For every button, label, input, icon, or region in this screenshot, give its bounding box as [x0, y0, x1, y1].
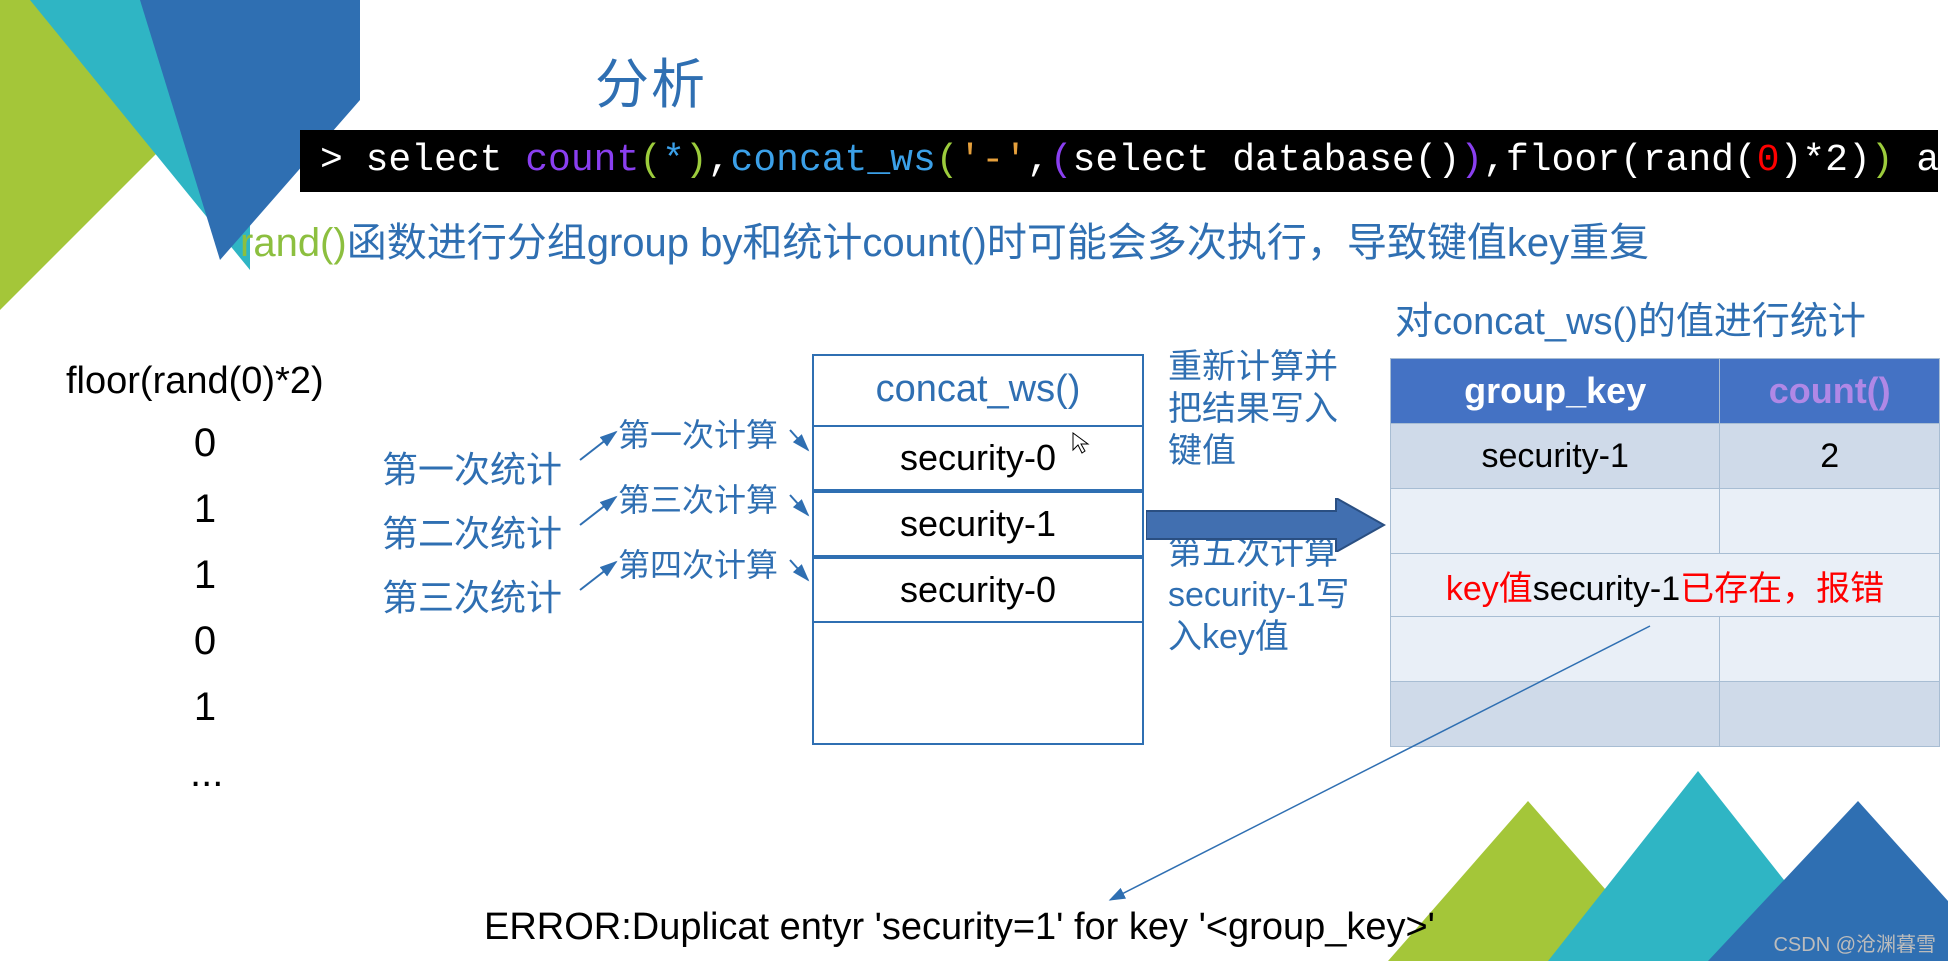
watermark: CSDN @沧渊暮雪	[1773, 928, 1936, 957]
result-cell-empty	[1720, 489, 1940, 554]
sql-count: count	[525, 139, 639, 182]
calc-label-3: 第三次计算	[618, 475, 778, 521]
concat-ws-header: concat_ws()	[814, 356, 1142, 425]
result-table: group_key count() security-1 2 key值secur…	[1390, 358, 1940, 747]
floor-val: 0	[190, 608, 220, 674]
slide-title: 分析	[595, 40, 707, 119]
explanation-line: rand()函数进行分组group by和统计count()时可能会多次执行，导…	[240, 210, 1649, 268]
concat-blank	[814, 621, 1142, 743]
error-text: ERROR:Duplicat entyr 'security=1' for ke…	[484, 906, 1435, 949]
explain-rest: 函数进行分组group by和统计count()时可能会多次执行，导致键值key…	[347, 221, 1649, 265]
result-col-count: count()	[1720, 359, 1940, 424]
floor-val: 1	[190, 674, 220, 740]
result-cell-empty	[1391, 489, 1720, 554]
note-rewrite: 重新计算并把结果写入键值	[1168, 346, 1338, 472]
stat-label: 第一次统计	[382, 438, 562, 502]
stat-label: 第三次统计	[382, 566, 562, 630]
result-cell: 2	[1720, 424, 1940, 489]
result-cell-empty	[1391, 617, 1720, 682]
result-col-groupkey: group_key	[1391, 359, 1720, 424]
explain-rand: rand()	[240, 221, 347, 265]
floor-values-list: 0 1 1 0 1 ...	[190, 410, 220, 806]
result-cell: security-1	[1391, 424, 1720, 489]
stat-label: 第二次统计	[382, 502, 562, 566]
slide: 分析 > select count(*),concat_ws('-',(sele…	[0, 0, 1948, 961]
result-cell-empty	[1391, 682, 1720, 747]
result-cell-empty	[1720, 682, 1940, 747]
result-cell-empty	[1720, 617, 1940, 682]
stats-list: 第一次统计 第二次统计 第三次统计	[382, 438, 562, 630]
groupby-title: 对concat_ws()的值进行统计	[1395, 290, 1866, 345]
concat-row: security-0	[814, 425, 1142, 489]
sql-select: select	[366, 139, 526, 182]
floor-val: 0	[190, 410, 220, 476]
calc-label-4: 第四次计算	[618, 540, 778, 586]
sql-prompt: >	[320, 139, 366, 182]
floor-val: 1	[190, 476, 220, 542]
sql-code-bar: > select count(*),concat_ws('-',(select …	[300, 130, 1938, 192]
floor-val: ...	[190, 740, 220, 806]
result-error-row: key值security-1已存在，报错	[1391, 554, 1940, 617]
concat-ws-box: concat_ws() security-0 security-1 securi…	[812, 354, 1144, 745]
floor-val: 1	[190, 542, 220, 608]
calc-label-1: 第一次计算	[618, 410, 778, 456]
concat-row: security-0	[814, 555, 1142, 621]
floor-expr-label: floor(rand(0)*2)	[66, 360, 324, 403]
concat-row: security-1	[814, 489, 1142, 555]
sql-concat-ws: concat_ws	[731, 139, 936, 182]
big-arrow-icon	[1146, 498, 1386, 557]
